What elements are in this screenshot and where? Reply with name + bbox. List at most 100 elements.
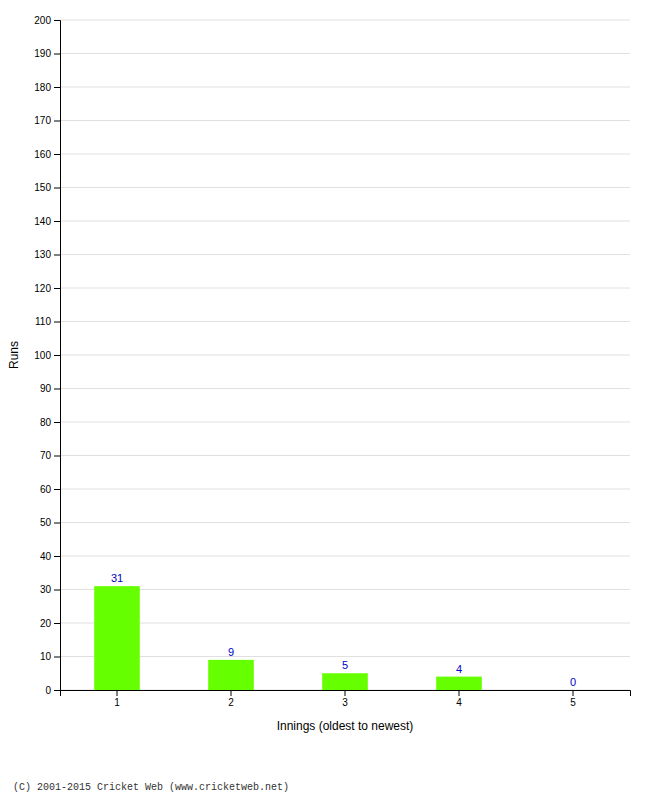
tick-label: 100 xyxy=(34,350,51,361)
tick: 60 xyxy=(40,484,60,495)
tick-mark xyxy=(54,54,60,55)
grid xyxy=(60,20,630,690)
tick-label: 70 xyxy=(40,450,52,461)
tick: 170 xyxy=(34,115,60,126)
tick-mark xyxy=(54,389,60,390)
bar xyxy=(550,690,596,691)
grid-line xyxy=(60,20,630,21)
plot: 0102030405060708090100110120130140150160… xyxy=(7,15,631,733)
tick: 190 xyxy=(34,48,60,59)
tick-label: 200 xyxy=(34,15,51,26)
tick-label: 190 xyxy=(34,48,51,59)
tick-label: 1 xyxy=(114,697,120,708)
tick-label: 40 xyxy=(40,551,52,562)
tick: 200 xyxy=(34,15,60,26)
x-axis: 1 2 3 4 5 xyxy=(61,690,631,708)
tick-label: 120 xyxy=(34,283,51,294)
tick-label: 140 xyxy=(34,216,51,227)
data-label: 5 xyxy=(342,659,348,671)
tick: 3 xyxy=(342,690,348,708)
data-label: 0 xyxy=(570,676,576,688)
tick-label: 20 xyxy=(40,618,52,629)
tick-mark xyxy=(54,121,60,122)
tick-mark xyxy=(54,690,60,691)
tick: 2 xyxy=(228,690,234,708)
tick-mark xyxy=(54,221,60,222)
grid-line xyxy=(60,455,630,456)
tick-label: 60 xyxy=(40,484,52,495)
tick-mark xyxy=(54,255,60,256)
data-label: 4 xyxy=(456,663,462,675)
grid-line xyxy=(60,254,630,255)
grid-line xyxy=(60,388,630,389)
bar xyxy=(322,673,368,690)
tick-mark xyxy=(54,422,60,423)
x-axis-title: Innings (oldest to newest) xyxy=(277,719,414,733)
grid-line xyxy=(60,154,630,155)
tick: 80 xyxy=(40,417,60,428)
tick-label: 170 xyxy=(34,115,51,126)
y-axis: 0102030405060708090100110120130140150160… xyxy=(34,15,60,696)
axis-line xyxy=(61,691,631,697)
y-axis-title: Runs xyxy=(7,341,21,369)
grid-line xyxy=(60,656,630,657)
tick-label: 50 xyxy=(40,517,52,528)
tick-label: 130 xyxy=(34,249,51,260)
data-labels: 319540 xyxy=(111,572,576,688)
tick: 50 xyxy=(40,517,60,528)
tick-mark xyxy=(54,523,60,524)
tick-label: 10 xyxy=(40,651,52,662)
tick: 5 xyxy=(570,690,576,708)
tick-label: 5 xyxy=(570,697,576,708)
bar xyxy=(436,677,482,690)
grid-line xyxy=(60,221,630,222)
tick: 140 xyxy=(34,216,60,227)
grid-line xyxy=(60,187,630,188)
tick-label: 180 xyxy=(34,82,51,93)
tick: 130 xyxy=(34,249,60,260)
tick: 180 xyxy=(34,82,60,93)
tick-label: 80 xyxy=(40,417,52,428)
tick: 20 xyxy=(40,618,60,629)
tick: 10 xyxy=(40,651,60,662)
axis-line xyxy=(54,21,61,691)
bar xyxy=(208,660,254,690)
tick-label: 150 xyxy=(34,182,51,193)
tick: 1 xyxy=(114,690,120,708)
grid-line xyxy=(60,288,630,289)
tick-mark xyxy=(54,489,60,490)
tick-mark xyxy=(54,322,60,323)
grid-line xyxy=(60,589,630,590)
grid-line xyxy=(60,556,630,557)
grid-line xyxy=(60,321,630,322)
grid-line xyxy=(60,120,630,121)
tick-mark xyxy=(573,690,574,696)
tick-mark xyxy=(54,355,60,356)
tick-mark xyxy=(345,690,346,696)
grid-line xyxy=(60,623,630,624)
tick: 120 xyxy=(34,283,60,294)
tick-label: 90 xyxy=(40,383,52,394)
grid-line xyxy=(60,489,630,490)
tick: 40 xyxy=(40,551,60,562)
grid-line xyxy=(60,422,630,423)
tick-label: 30 xyxy=(40,584,52,595)
bars xyxy=(94,586,482,690)
tick-mark xyxy=(231,690,232,696)
tick-mark xyxy=(54,590,60,591)
tick-mark xyxy=(54,20,60,21)
grid-line xyxy=(60,355,630,356)
tick-label: 4 xyxy=(456,697,462,708)
tick-mark xyxy=(54,154,60,155)
tick-mark xyxy=(54,623,60,624)
tick: 30 xyxy=(40,584,60,595)
tick: 100 xyxy=(34,350,60,361)
data-label: 9 xyxy=(228,646,234,658)
grid-line xyxy=(60,87,630,88)
tick: 70 xyxy=(40,450,60,461)
tick: 160 xyxy=(34,149,60,160)
tick: 0 xyxy=(45,685,60,696)
tick-mark xyxy=(54,87,60,88)
grid-line xyxy=(60,53,630,54)
grid-line xyxy=(60,522,630,523)
